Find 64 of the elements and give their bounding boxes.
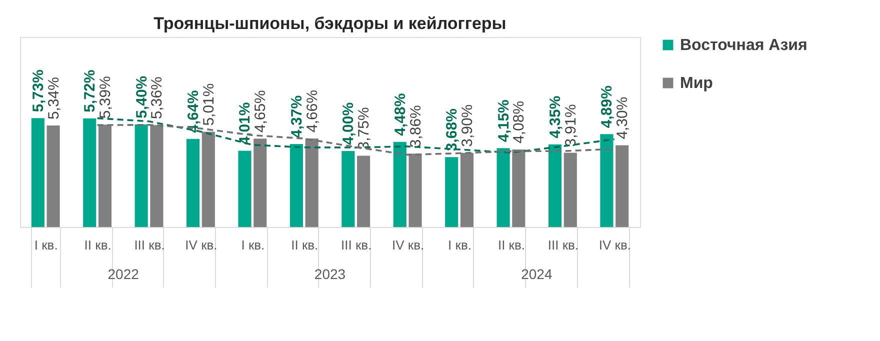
bar: [83, 118, 96, 227]
data-label: 5,72%: [82, 70, 99, 112]
data-label: 4,15%: [495, 100, 512, 142]
data-label: 5,36%: [148, 76, 166, 120]
x-tick-label: II кв.: [291, 238, 318, 252]
data-label: 4,37%: [288, 95, 306, 138]
bar: [186, 138, 200, 227]
x-tick-label: I кв.: [241, 238, 265, 252]
data-label: 3,86%: [407, 105, 424, 148]
data-label: 3,90%: [458, 104, 476, 147]
bar: [98, 124, 112, 227]
data-label: 4,08%: [510, 100, 528, 144]
data-label: 4,01%: [236, 102, 254, 145]
data-label: 4,48%: [392, 93, 409, 136]
legend-label: Восточная Азия: [680, 37, 808, 54]
bar: [393, 142, 406, 227]
x-tick-label: III кв.: [134, 238, 165, 252]
data-label: 5,34%: [45, 76, 62, 120]
bar: [342, 151, 355, 227]
bar: [564, 152, 577, 227]
x-tick-label: I кв.: [34, 238, 58, 252]
bar: [445, 157, 458, 227]
bar: [305, 138, 318, 227]
bar: [616, 145, 629, 227]
bar: [202, 132, 215, 227]
bar: [512, 149, 526, 227]
bar: [46, 126, 60, 227]
bar: [357, 156, 370, 227]
data-label: 4,89%: [598, 86, 616, 128]
x-tick-label: IV кв.: [598, 238, 631, 252]
data-label: 5,01%: [200, 83, 218, 126]
bar: [134, 124, 148, 227]
x-tick-label: II кв.: [84, 238, 112, 252]
x-tick-label: I кв.: [448, 238, 472, 252]
data-label: 4,35%: [547, 96, 564, 138]
x-tick-label: III кв.: [341, 238, 372, 252]
bar: [31, 118, 44, 227]
bar: [548, 144, 562, 227]
data-label: 4,30%: [614, 96, 632, 140]
text: 2022: [108, 266, 140, 282]
data-label: 3,68%: [444, 108, 461, 152]
data-label: 5,73%: [30, 70, 47, 112]
bar: [150, 125, 164, 227]
bar: [290, 144, 303, 227]
bar: [238, 150, 252, 227]
data-label: 5,39%: [96, 76, 114, 119]
data-label: 4,66%: [304, 90, 321, 132]
legend-label: Мир: [680, 75, 714, 92]
data-label: 3,91%: [562, 104, 580, 147]
x-tick-label: III кв.: [548, 238, 579, 252]
chart-title: Троянцы-шпионы, бэкдоры и кейлоггеры: [154, 14, 506, 33]
bar: [600, 134, 614, 227]
text: 2023: [314, 266, 346, 282]
x-tick-label: II кв.: [498, 238, 526, 252]
bar: [408, 154, 422, 227]
data-label: 4,00%: [340, 102, 358, 145]
data-label: 5,40%: [133, 76, 150, 118]
x-tick-label: IV кв.: [392, 238, 424, 252]
data-label: 4,65%: [252, 90, 270, 133]
bar: [460, 152, 474, 227]
x-tick-label: IV кв.: [185, 238, 218, 252]
bar: [496, 148, 510, 227]
text: 2024: [521, 266, 552, 282]
bar: [254, 138, 267, 227]
